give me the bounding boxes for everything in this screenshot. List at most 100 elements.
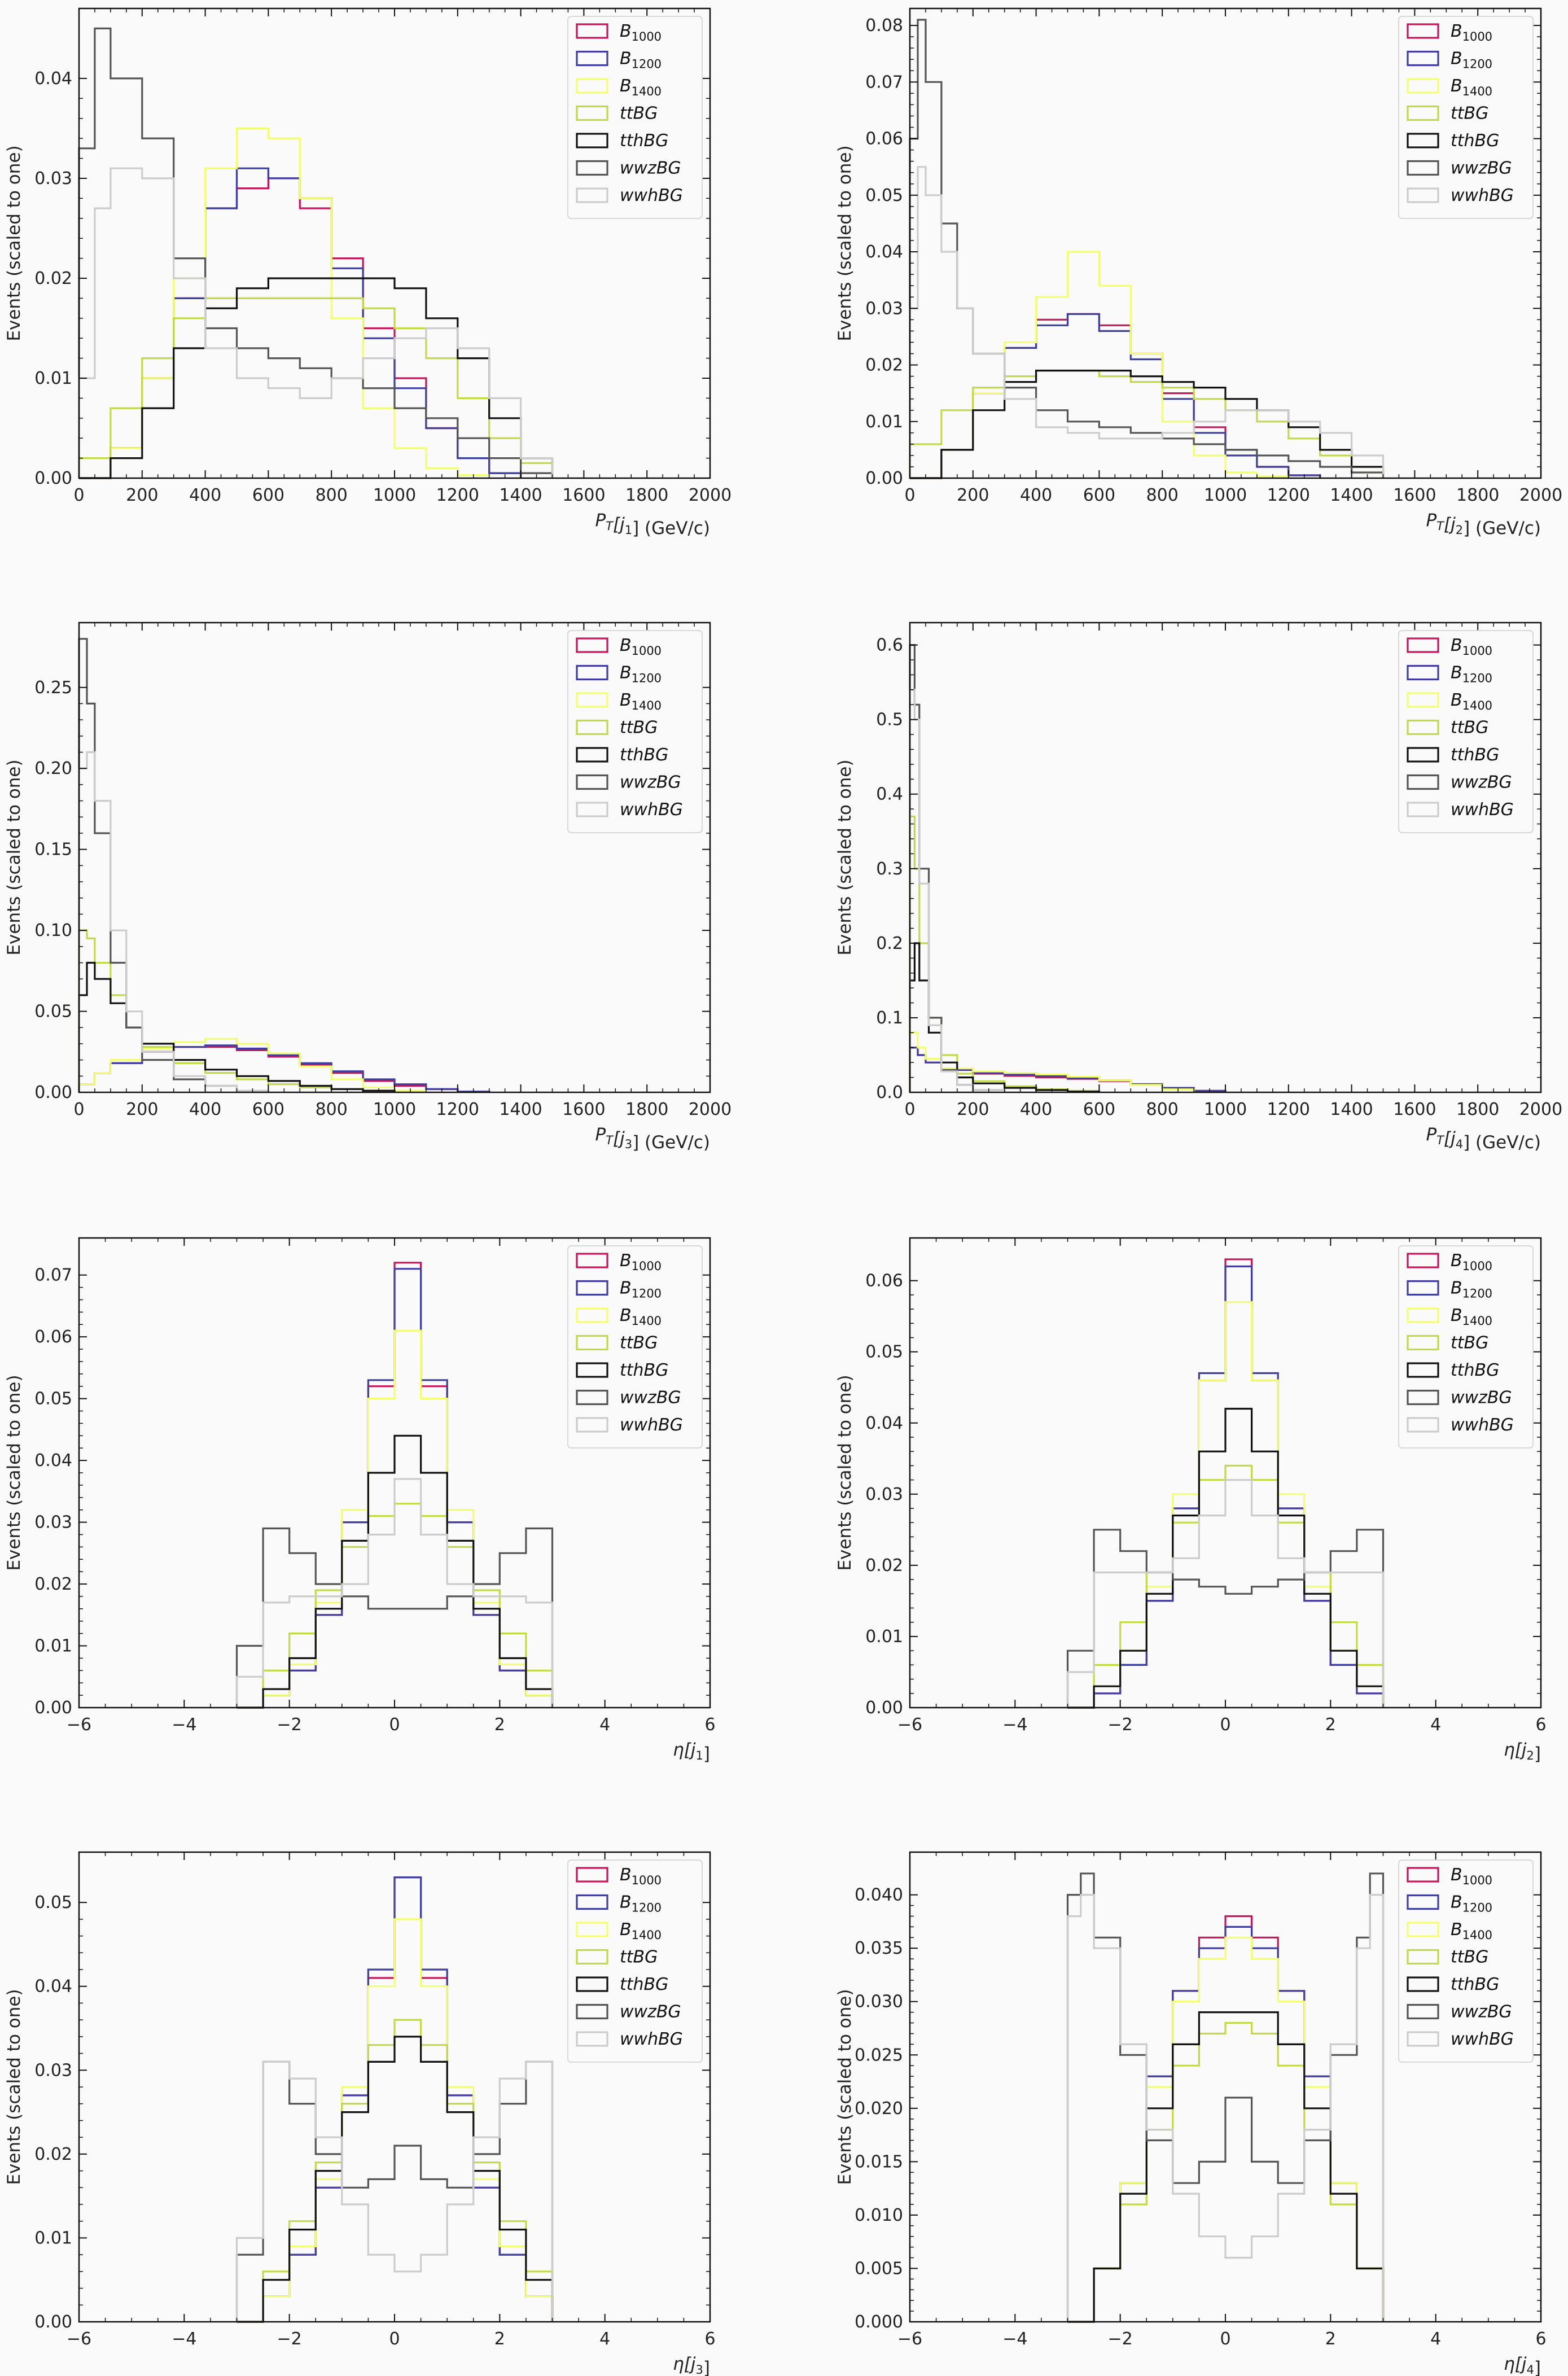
legend-swatch-6	[576, 160, 608, 176]
legend-label-6: wwzBG	[1451, 2002, 1512, 2022]
legend-swatch-6	[1407, 1389, 1439, 1406]
y-tick-label: 0.4	[876, 785, 903, 804]
legend-label-5: tthBG	[620, 1360, 668, 1380]
x-tick-label: −4	[172, 2329, 196, 2349]
legend-box	[1398, 1245, 1534, 1449]
x-tick-label: −2	[277, 2329, 302, 2349]
x-tick-label: 2	[1325, 2329, 1336, 2349]
x-axis-label-part: 4	[1527, 2363, 1534, 2376]
legend-label-7: wwhBG	[1451, 800, 1514, 820]
legend-swatch-1	[576, 23, 608, 39]
x-tick-label: 6	[1535, 1715, 1546, 1735]
legend-label-main: wwzBG	[620, 2002, 681, 2022]
legend-label-main: tthBG	[620, 1360, 668, 1380]
legend-label-main: wwhBG	[620, 1415, 683, 1435]
legend-label-3: B1400	[620, 1920, 662, 1942]
legend-swatch-4	[576, 719, 608, 736]
legend-swatch-5	[576, 1976, 608, 1992]
legend-label-4: ttBG	[620, 1333, 658, 1353]
y-tick-label: 0.06	[865, 129, 903, 149]
x-tick-label: 1000	[373, 485, 416, 505]
legend-label-main: ttBG	[620, 1948, 658, 1967]
legend-label-main: B	[1451, 21, 1462, 41]
y-tick-label: 0.05	[34, 1893, 72, 1913]
x-tick-label: 2000	[1519, 485, 1562, 505]
y-tick-label: 0.07	[34, 1266, 72, 1285]
x-axis-label-part: 1	[696, 1749, 703, 1762]
x-tick-label: 1600	[562, 485, 605, 505]
series-line-3	[909, 1031, 1195, 1092]
legend-label-1: B1000	[620, 21, 662, 43]
legend-swatch-4	[576, 1949, 608, 1965]
x-axis-label-part: [j	[1444, 514, 1456, 535]
y-tick-label: 0.02	[865, 356, 903, 375]
x-axis-label: η[j3]	[673, 2354, 710, 2376]
x-tick-label: −6	[67, 2329, 91, 2349]
legend-swatch-2	[1407, 664, 1439, 681]
x-axis-label-part: ] (GeV/c)	[1463, 518, 1541, 539]
y-tick-label: 0.04	[34, 1977, 72, 1997]
legend-label-7: wwhBG	[620, 1415, 683, 1435]
x-axis-label-part: 4	[1456, 1137, 1463, 1151]
y-axis-label: Events (scaled to one)	[4, 145, 24, 341]
legend-swatch-6	[576, 774, 608, 790]
legend-label-main: wwhBG	[620, 186, 683, 205]
legend-label-7: wwhBG	[620, 800, 683, 820]
legend-label-main: B	[1451, 636, 1462, 655]
legend-label-main: B	[620, 1279, 632, 1298]
legend-label-main: B	[620, 21, 632, 41]
legend-label-4: ttBG	[1451, 1948, 1488, 1967]
legend-label-main: B	[620, 1865, 632, 1885]
legend-swatch-3	[1407, 1307, 1439, 1323]
legend-label-main: B	[620, 1251, 632, 1271]
legend-label-4: ttBG	[1451, 1333, 1488, 1353]
legend-label-5: tthBG	[1451, 131, 1499, 151]
legend-swatch-3	[576, 692, 608, 708]
legend-label-main: ttBG	[620, 1333, 658, 1353]
legend-swatch-6	[1407, 774, 1439, 790]
legend-label-sub: 1400	[632, 699, 662, 712]
y-tick-label: 0.00	[865, 1698, 903, 1718]
legend-box	[567, 1245, 703, 1449]
legend-label-7: wwhBG	[1451, 1415, 1514, 1435]
x-tick-label: 1600	[1393, 1100, 1436, 1119]
legend-label-main: B	[1451, 1920, 1462, 1940]
legend-label-2: B1200	[620, 1279, 662, 1301]
x-tick-label: 1800	[1456, 485, 1499, 505]
series-line-5	[236, 2036, 554, 2323]
legend-label-3: B1400	[620, 690, 662, 712]
legend-label-sub: 1000	[632, 30, 662, 43]
legend-label-sub: 1400	[1462, 699, 1492, 712]
y-tick-label: 0.00	[34, 1698, 72, 1718]
series-line-7	[1066, 1479, 1385, 1708]
legend-swatch-3	[576, 78, 608, 94]
legend-label-1: B1000	[1451, 1865, 1492, 1887]
x-tick-label: 0	[1220, 1715, 1230, 1735]
legend-label-main: B	[620, 49, 632, 69]
legend-label-4: ttBG	[620, 104, 658, 124]
legend-swatch-7	[1407, 802, 1439, 817]
legend-label-2: B1200	[620, 1893, 662, 1915]
legend-label-sub: 1000	[1462, 30, 1492, 43]
x-tick-label: 1600	[1393, 485, 1436, 505]
legend-label-main: tthBG	[1451, 1975, 1499, 1994]
x-tick-label: 1200	[1267, 1100, 1310, 1119]
series-line-6	[235, 1527, 554, 1708]
x-tick-label: 200	[957, 1100, 989, 1119]
legend-label-5: tthBG	[620, 131, 668, 151]
x-axis-label: PT[j3] (GeV/c)	[595, 1124, 710, 1153]
legend-label-main: B	[1451, 1279, 1462, 1298]
x-axis-label-part: [j	[1515, 2354, 1527, 2374]
series-line-7	[235, 2060, 554, 2322]
y-tick-label: 0.01	[34, 369, 72, 388]
legend-swatch-1	[1407, 1253, 1439, 1268]
x-tick-label: −2	[1108, 1715, 1133, 1735]
y-tick-label: 0.20	[34, 759, 72, 778]
legend-label-main: wwhBG	[620, 800, 683, 820]
y-tick-label: 0.020	[855, 2099, 903, 2119]
x-axis-label: η[j2]	[1504, 1740, 1541, 1764]
x-tick-label: 4	[1430, 2329, 1441, 2349]
x-axis-label-part: η	[1504, 2354, 1515, 2374]
x-axis-label-part: T	[1436, 519, 1445, 533]
y-tick-label: 0.25	[34, 678, 72, 698]
